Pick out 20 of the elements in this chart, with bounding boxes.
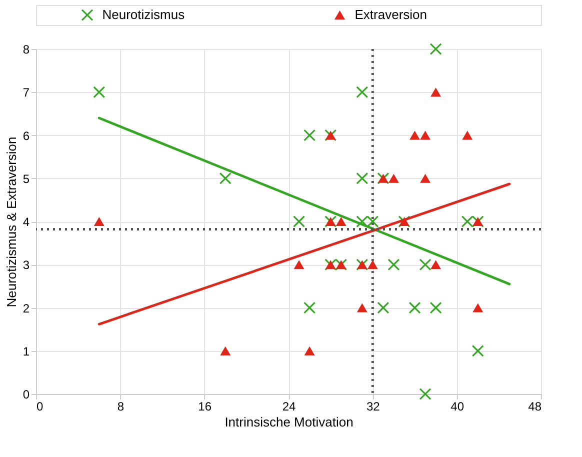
- x-tick-label: 48: [528, 400, 542, 414]
- legend-label: Neurotizismus: [102, 7, 186, 22]
- y-tick-label: 1: [22, 344, 30, 358]
- y-tick-label: 7: [22, 86, 30, 100]
- y-tick-label: 5: [22, 172, 30, 186]
- x-tick-label: 24: [282, 400, 296, 414]
- y-tick-label: 2: [22, 301, 30, 316]
- x-axis-title: Intrinsische Motivation: [224, 414, 354, 430]
- x-tick-label: 16: [198, 400, 212, 414]
- y-tick-label: 8: [22, 42, 30, 56]
- x-tick-label: 40: [450, 400, 464, 414]
- y-tick-label: 4: [22, 215, 30, 229]
- y-tick-label: 6: [22, 128, 30, 143]
- y-tick-label: 0: [22, 388, 30, 402]
- legend-label: Extraversion: [354, 7, 427, 22]
- y-axis-title: Neurotizismus & Extraversion: [4, 136, 19, 308]
- x-tick-label: 8: [117, 400, 124, 414]
- x-tick-label: 0: [36, 400, 44, 414]
- x-tick-label: 32: [366, 400, 380, 414]
- y-tick-label: 3: [22, 258, 30, 272]
